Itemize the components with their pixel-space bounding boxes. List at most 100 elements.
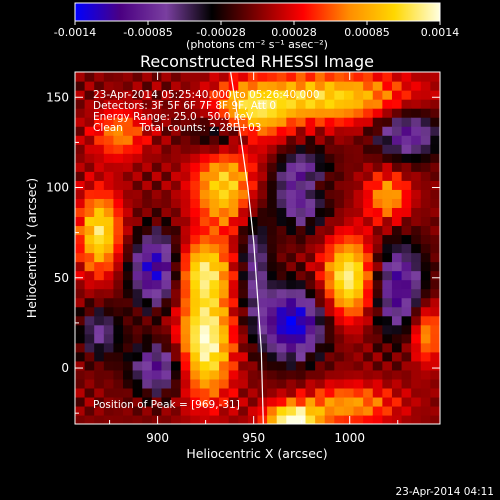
- heatmap-cell: [411, 306, 422, 317]
- heatmap-cell: [199, 261, 211, 272]
- heatmap-cell: [171, 234, 182, 245]
- heatmap-cell: [324, 396, 335, 407]
- heatmap-cell: [247, 72, 259, 82]
- heatmap-cell: [103, 270, 115, 281]
- heatmap-cell: [286, 108, 297, 118]
- heatmap-cell: [343, 180, 355, 190]
- heatmap-cell: [324, 171, 335, 181]
- heatmap-cell: [113, 234, 124, 245]
- heatmap-cell: [343, 351, 355, 362]
- heatmap-cell: [199, 99, 211, 109]
- heatmap-cell: [334, 144, 345, 154]
- heatmap-cell: [113, 378, 124, 389]
- heatmap-cell: [180, 396, 191, 407]
- heatmap-cell: [286, 72, 297, 82]
- heatmap-cell: [391, 180, 403, 190]
- heatmap-cell: [401, 153, 412, 163]
- heatmap-cell: [238, 189, 249, 199]
- heatmap-cell: [257, 72, 268, 82]
- heatmap-cell: [84, 225, 95, 236]
- heatmap-cell: [343, 252, 355, 263]
- heatmap-cell: [84, 99, 95, 109]
- heatmap-cell: [75, 288, 86, 299]
- heatmap-cell: [219, 324, 230, 335]
- heatmap-cell: [199, 270, 211, 281]
- heatmap-cell: [247, 126, 259, 136]
- heatmap-cell: [372, 144, 383, 154]
- heatmap-cell: [305, 90, 316, 100]
- heatmap-cell: [180, 414, 191, 424]
- heatmap-cell: [305, 99, 316, 109]
- heatmap-cell: [123, 162, 134, 172]
- heatmap-cell: [94, 351, 105, 362]
- heatmap-cell: [113, 207, 124, 218]
- heatmap-cell: [161, 180, 172, 190]
- heatmap-cell: [267, 342, 278, 353]
- heatmap-cell: [103, 162, 115, 172]
- heatmap-cell: [219, 288, 230, 299]
- heatmap-cell: [286, 279, 297, 290]
- x-tick-label: 1000: [334, 431, 365, 445]
- heatmap-cell: [190, 288, 201, 299]
- heatmap-cell: [315, 198, 326, 208]
- heatmap-cell: [324, 387, 335, 398]
- heatmap-cell: [142, 81, 153, 91]
- heatmap-cell: [132, 207, 143, 218]
- heatmap-cell: [238, 387, 249, 398]
- heatmap-cell: [219, 180, 230, 190]
- heatmap-cell: [363, 72, 374, 82]
- heatmap-cell: [420, 153, 431, 163]
- heatmap-cell: [411, 117, 422, 127]
- heatmap-cell: [228, 279, 239, 290]
- heatmap-cell: [123, 396, 134, 407]
- heatmap-cell: [401, 225, 412, 236]
- heatmap-cell: [305, 252, 316, 263]
- heatmap-cell: [295, 252, 307, 263]
- heatmap-cell: [209, 108, 220, 118]
- heatmap-cell: [247, 387, 259, 398]
- heatmap-cell: [75, 315, 86, 326]
- heatmap-cell: [295, 135, 307, 145]
- heatmap-cell: [171, 279, 182, 290]
- heatmap-cell: [171, 153, 182, 163]
- heatmap-cell: [113, 279, 124, 290]
- heatmap-cell: [295, 315, 307, 326]
- heatmap-cell: [142, 297, 153, 308]
- heatmap-cell: [142, 306, 153, 317]
- heatmap-cell: [84, 216, 95, 227]
- heatmap-cell: [171, 288, 182, 299]
- heatmap-cell: [151, 99, 163, 109]
- heatmap-cell: [363, 378, 374, 389]
- heatmap-cell: [420, 225, 431, 236]
- heatmap-cell: [247, 288, 259, 299]
- heatmap-cell: [305, 180, 316, 190]
- heatmap-cell: [363, 342, 374, 353]
- heatmap-cell: [228, 405, 239, 416]
- heatmap-cell: [180, 387, 191, 398]
- heatmap-cell: [315, 297, 326, 308]
- heatmap-cell: [228, 297, 239, 308]
- heatmap-cell: [75, 234, 86, 245]
- heatmap-cell: [94, 207, 105, 218]
- heatmap-cell: [372, 126, 383, 136]
- heatmap-cell: [190, 126, 201, 136]
- heatmap-cell: [132, 225, 143, 236]
- heatmap-cell: [209, 216, 220, 227]
- heatmap-cell: [171, 90, 182, 100]
- heatmap-cell: [315, 378, 326, 389]
- heatmap-cell: [411, 126, 422, 136]
- heatmap-cell: [238, 324, 249, 335]
- heatmap-cell: [343, 279, 355, 290]
- heatmap-cell: [142, 234, 153, 245]
- heatmap-cell: [84, 72, 95, 82]
- heatmap-cell: [171, 243, 182, 254]
- heatmap-cell: [353, 225, 364, 236]
- heatmap-cell: [180, 360, 191, 371]
- heatmap-cell: [199, 279, 211, 290]
- heatmap-cell: [353, 81, 364, 91]
- heatmap-cell: [420, 387, 431, 398]
- heatmap-cell: [75, 225, 86, 236]
- heatmap-cell: [151, 306, 163, 317]
- heatmap-cell: [75, 189, 86, 199]
